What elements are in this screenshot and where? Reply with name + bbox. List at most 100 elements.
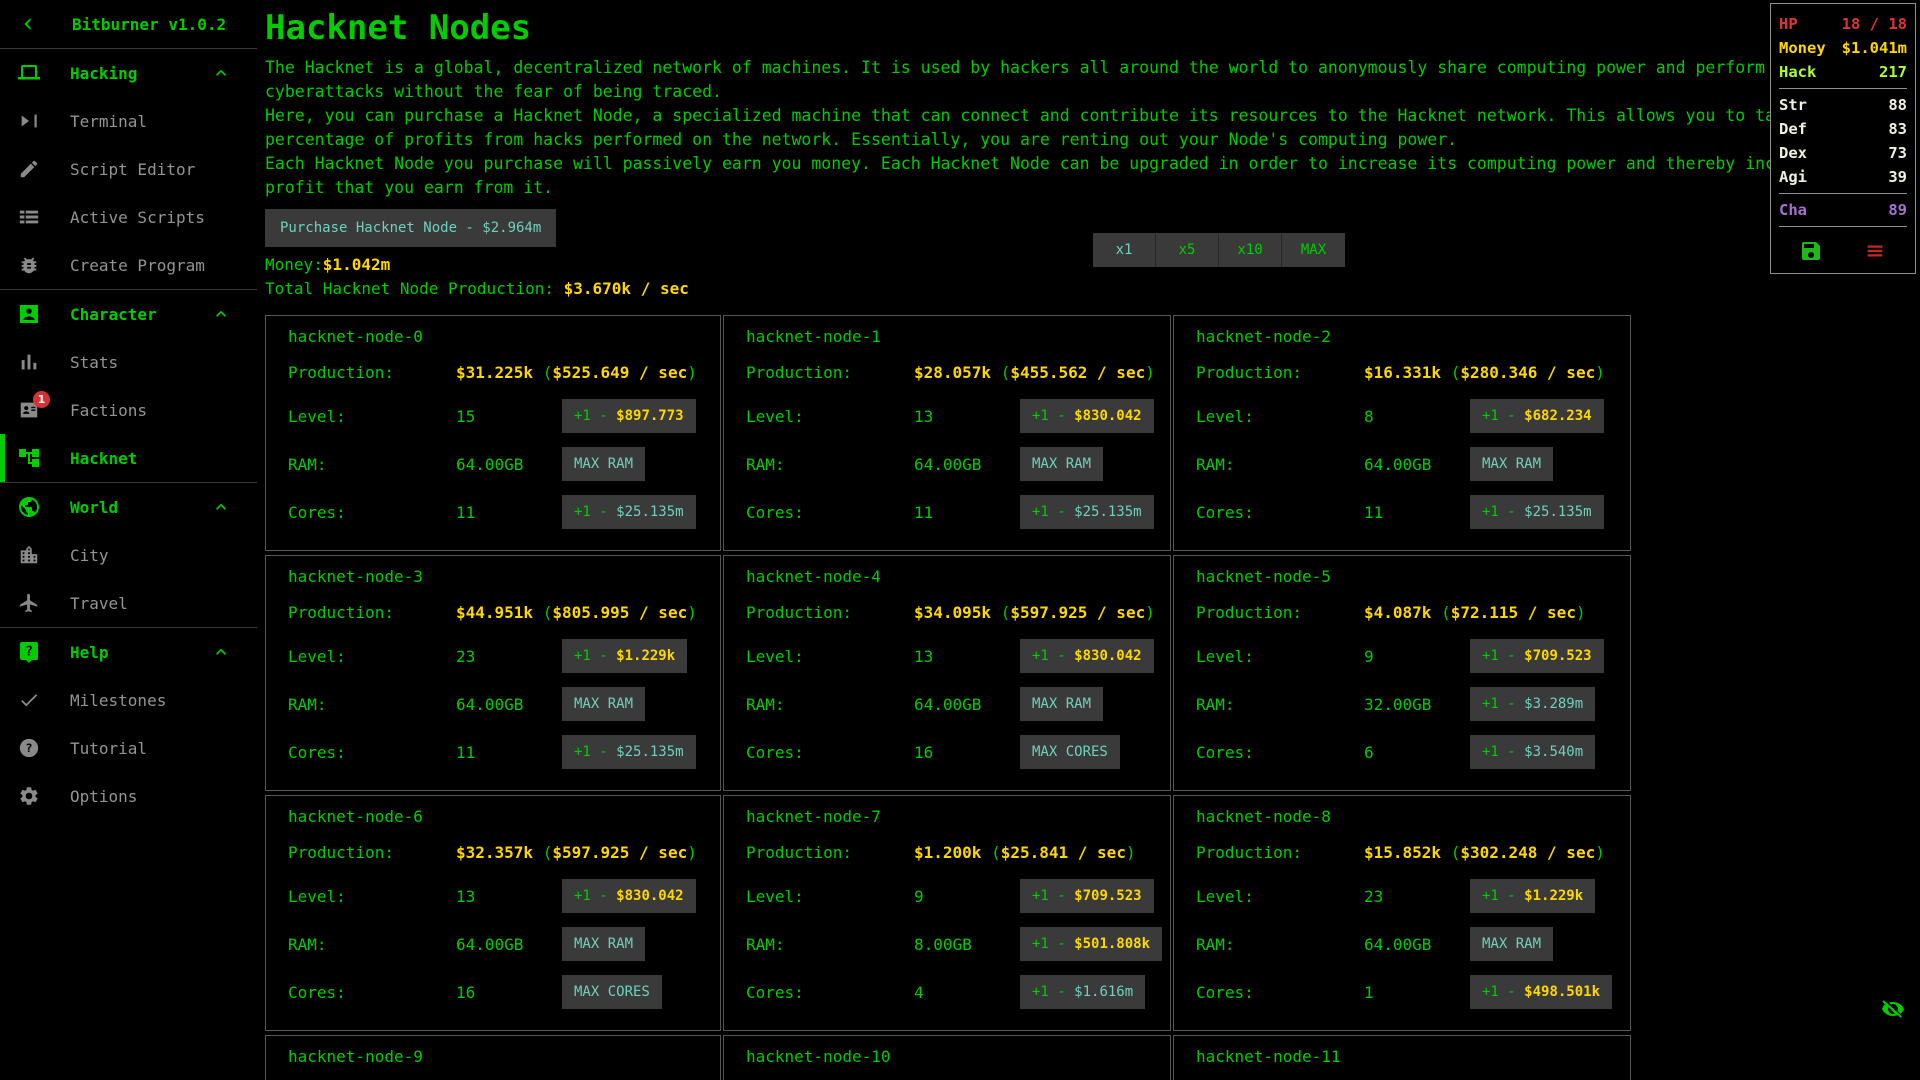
- upgrade-cost: $25.135m: [616, 744, 684, 760]
- node-cores-upgrade-button[interactable]: +1 - $25.135m: [1020, 495, 1154, 529]
- overview-divider: [1779, 88, 1907, 89]
- node-cores-label: Cores:: [1196, 742, 1254, 762]
- chevron-up-icon: [211, 642, 231, 662]
- node-level-upgrade-button[interactable]: +1 - $1.229k: [562, 639, 688, 673]
- node-ram-upgrade-button[interactable]: MAX RAM: [1020, 687, 1104, 721]
- multiplier-button-x1[interactable]: x1: [1093, 233, 1156, 267]
- sidebar-item-stats[interactable]: Stats: [0, 338, 257, 386]
- node-production-row: Production: $28.057k ($455.562 / sec): [746, 352, 1156, 392]
- node-cores-upgrade-button[interactable]: +1 - $25.135m: [562, 735, 696, 769]
- person-icon: [17, 302, 41, 326]
- node-ram-upgrade-button[interactable]: MAX RAM: [1470, 447, 1554, 481]
- sidebar-item-label: Tutorial: [70, 738, 148, 758]
- node-cores-upgrade-button[interactable]: +1 - $1.616m: [1020, 975, 1146, 1009]
- multiplier-button-x5[interactable]: x5: [1156, 233, 1219, 267]
- sidebar-item-factions[interactable]: 1 Factions: [0, 386, 257, 434]
- node-cores-row: Cores: 11 +1 - $25.135m: [746, 488, 1156, 536]
- node-ram-upgrade-button[interactable]: +1 - $501.808k: [1020, 927, 1163, 961]
- node-ram-upgrade-button[interactable]: MAX RAM: [562, 687, 646, 721]
- sidebar-item-options[interactable]: Options: [0, 772, 257, 820]
- node-ram-upgrade: MAX RAM: [1470, 447, 1616, 481]
- node-production-value: $15.852k ($302.248 / sec): [1364, 842, 1605, 862]
- node-level-label: Level:: [1196, 646, 1254, 666]
- node-level-row: Level: 23 +1 - $1.229k: [1196, 872, 1616, 920]
- node-name: hacknet-node-2: [1196, 327, 1331, 346]
- sidebar-divider: [0, 627, 257, 628]
- node-cores-upgrade-button[interactable]: MAX CORES: [1020, 735, 1120, 769]
- node-cores-value: 16: [914, 742, 934, 762]
- upgrade-prefix: +1 -: [574, 744, 617, 760]
- sidebar-item-terminal[interactable]: Terminal: [0, 97, 257, 145]
- node-ram-upgrade-button[interactable]: MAX RAM: [562, 927, 646, 961]
- node-level-upgrade-button[interactable]: +1 - $1.229k: [1470, 879, 1596, 913]
- node-ram-upgrade-button[interactable]: +1 - $3.289m: [1470, 687, 1596, 721]
- node-level-upgrade-button[interactable]: +1 - $897.773: [562, 399, 696, 433]
- hacknet-node-card: hacknet-node-9 Production:$99.899 ($1.505…: [265, 1035, 721, 1080]
- sidebar-item-help[interactable]: ? Help: [0, 628, 257, 676]
- multiplier-button-x10[interactable]: x10: [1219, 233, 1282, 267]
- overview-stat-label: Money: [1779, 39, 1826, 57]
- sidebar-item-hacknet[interactable]: Hacknet: [0, 434, 257, 482]
- multiplier-button-max[interactable]: MAX: [1282, 233, 1345, 267]
- eye-off-icon[interactable]: [1879, 997, 1907, 1021]
- overview-stat-hp: HP 18 / 18: [1779, 12, 1907, 36]
- sidebar-item-travel[interactable]: Travel: [0, 579, 257, 627]
- node-production-row: Production: $1.200k ($25.841 / sec): [746, 832, 1156, 872]
- node-cores-value: 4: [914, 982, 924, 1002]
- node-ram-upgrade-button[interactable]: MAX RAM: [1020, 447, 1104, 481]
- sidebar-item-tutorial[interactable]: ? Tutorial: [0, 724, 257, 772]
- node-cores-upgrade: +1 - $25.135m: [562, 735, 706, 769]
- hacknet-node-card: hacknet-node-11 Production:$99.598 ($1.50…: [1173, 1035, 1631, 1080]
- overview-stat-hack: Hack 217: [1779, 60, 1907, 84]
- node-level-upgrade-button[interactable]: +1 - $830.042: [562, 879, 696, 913]
- node-level-row: Level: 9 +1 - $709.523: [1196, 632, 1616, 680]
- node-level-upgrade-button[interactable]: +1 - $830.042: [1020, 399, 1154, 433]
- node-ram-value: 32.00GB: [1364, 694, 1432, 714]
- save-game-icon[interactable]: [1799, 239, 1823, 263]
- node-production-row: Production: $44.951k ($805.995 / sec): [288, 592, 706, 632]
- node-cores-label: Cores:: [746, 502, 804, 522]
- hamburger-icon[interactable]: [1863, 239, 1887, 263]
- node-cores-upgrade: +1 - $25.135m: [1470, 495, 1616, 529]
- node-level-upgrade-button[interactable]: +1 - $709.523: [1020, 879, 1154, 913]
- node-cores-value: 11: [456, 742, 476, 762]
- node-level-upgrade-button[interactable]: +1 - $830.042: [1020, 639, 1154, 673]
- node-ram-row: RAM: 64.00GB MAX RAM: [746, 680, 1156, 728]
- sidebar-item-create-program[interactable]: Create Program: [0, 241, 257, 289]
- node-cores-upgrade-button[interactable]: +1 - $25.135m: [1470, 495, 1604, 529]
- sidebar-item-active-scripts[interactable]: Active Scripts: [0, 193, 257, 241]
- purchase-hacknet-node-button[interactable]: Purchase Hacknet Node - $2.964m: [265, 209, 557, 247]
- collapse-sidebar-icon[interactable]: [16, 12, 40, 36]
- gear-icon: [17, 784, 41, 808]
- node-level-value: 9: [1364, 646, 1374, 666]
- sidebar-item-script-editor[interactable]: Script Editor: [0, 145, 257, 193]
- overview-stat-label: Cha: [1779, 201, 1807, 219]
- sidebar-nav: Hacking Terminal Script Editor Active Scrip…: [0, 49, 257, 820]
- sidebar-item-hacking[interactable]: Hacking: [0, 49, 257, 97]
- node-cores-upgrade-button[interactable]: +1 - $498.501k: [1470, 975, 1613, 1009]
- node-ram-upgrade-button[interactable]: MAX RAM: [1470, 927, 1554, 961]
- sidebar-item-milestones[interactable]: Milestones: [0, 676, 257, 724]
- purchase-multiplier-group: x1 x5 x10 MAX: [1093, 233, 1345, 267]
- upgrade-prefix: +1 -: [1482, 648, 1525, 664]
- max-label: MAX RAM: [574, 456, 634, 472]
- node-ram-upgrade: MAX RAM: [1020, 447, 1156, 481]
- node-level-label: Level:: [746, 406, 804, 426]
- node-cores-upgrade-button[interactable]: +1 - $3.540m: [1470, 735, 1596, 769]
- node-cores-row: Cores: 4 +1 - $1.616m: [746, 968, 1156, 1016]
- node-ram-upgrade: +1 - $3.289m: [1470, 687, 1616, 721]
- sidebar-item-character[interactable]: Character: [0, 290, 257, 338]
- node-cores-upgrade-button[interactable]: +1 - $25.135m: [562, 495, 696, 529]
- node-ram-upgrade-button[interactable]: MAX RAM: [562, 447, 646, 481]
- node-cores-upgrade-button[interactable]: MAX CORES: [562, 975, 662, 1009]
- sidebar-item-world[interactable]: World: [0, 483, 257, 531]
- upgrade-cost: $3.540m: [1524, 744, 1584, 760]
- node-level-upgrade: +1 - $897.773: [562, 399, 706, 433]
- node-level-upgrade-button[interactable]: +1 - $682.234: [1470, 399, 1604, 433]
- overview-stat-agi: Agi 39: [1779, 165, 1907, 189]
- node-ram-value: 64.00GB: [914, 694, 982, 714]
- node-ram-row: RAM: 64.00GB MAX RAM: [288, 920, 706, 968]
- sidebar-item-city[interactable]: City: [0, 531, 257, 579]
- node-level-label: Level:: [288, 406, 346, 426]
- node-level-upgrade-button[interactable]: +1 - $709.523: [1470, 639, 1604, 673]
